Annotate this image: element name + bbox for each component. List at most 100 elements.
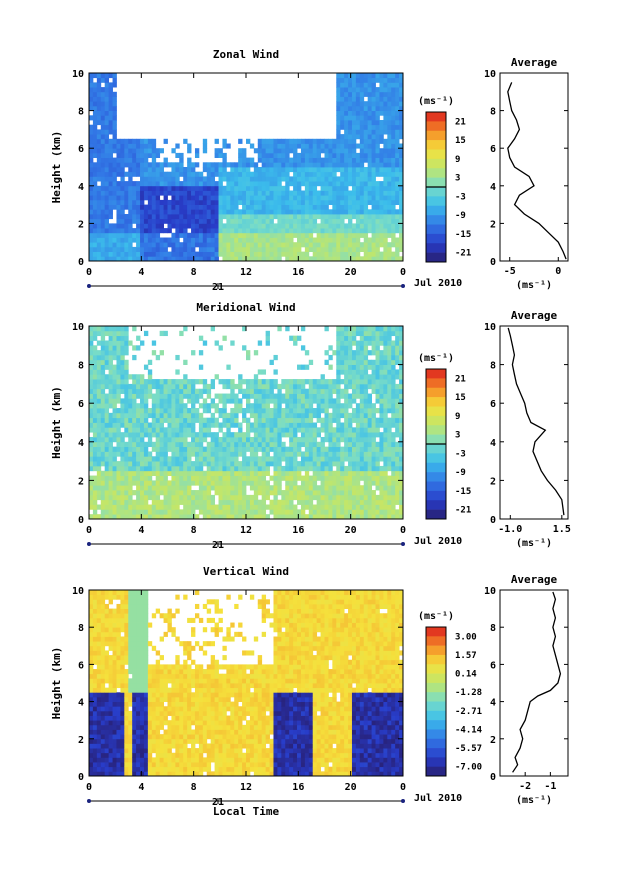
heatmap-cell [89, 451, 94, 457]
heatmap-cell [367, 91, 373, 97]
heatmap-cell [289, 335, 294, 341]
heatmap-cell [198, 456, 204, 462]
heatmap-cell [89, 82, 94, 88]
heatmap-cell [304, 465, 310, 472]
heatmap-cell [230, 465, 235, 472]
heatmap-cell [92, 190, 98, 196]
heatmap-cell [183, 475, 188, 481]
heatmap-cell [289, 176, 294, 182]
heatmap-cell [363, 167, 369, 173]
heatmap-cell [100, 499, 106, 505]
heatmap-cell [206, 232, 212, 238]
heatmap-cell [183, 485, 188, 491]
heatmap-cell [242, 470, 247, 476]
heatmap-cell [253, 446, 259, 452]
heatmap-cell [344, 326, 349, 332]
heatmap-cell [355, 77, 361, 83]
heatmap-cell [367, 105, 373, 111]
heatmap-cell [191, 490, 196, 496]
heatmap-cell [163, 465, 168, 472]
heatmap-cell [132, 470, 137, 476]
heatmap-cell [340, 446, 345, 452]
heatmap-cell [391, 490, 396, 496]
heatmap-cell [371, 340, 376, 346]
heatmap-cell [151, 514, 157, 520]
heatmap-cell [363, 143, 369, 149]
heatmap-cell [191, 350, 196, 356]
colorbar-swatch [426, 490, 446, 501]
heatmap-cell [359, 364, 365, 370]
heatmap-cell [277, 480, 282, 486]
heatmap-cell [183, 232, 188, 238]
heatmap-cell [257, 157, 263, 163]
heatmap-cell [143, 209, 149, 215]
heatmap-cell [308, 162, 314, 168]
avg-y-tick-label: 2 [490, 219, 496, 230]
heatmap-cell [89, 622, 94, 628]
heatmap-cell [261, 218, 267, 224]
heatmap-cell [363, 242, 369, 248]
heatmap-cell [281, 242, 286, 248]
heatmap-cell [120, 408, 125, 414]
heatmap-cell [159, 422, 164, 428]
heatmap-cell [375, 388, 380, 394]
heatmap-cell [132, 374, 137, 380]
heatmap-cell [163, 195, 168, 201]
heatmap-cell [351, 330, 357, 337]
heatmap-cell [100, 403, 106, 409]
heatmap-cell [399, 417, 404, 423]
heatmap-cell [293, 340, 298, 346]
x-tick-label: 4 [138, 525, 144, 536]
heatmap-cell [336, 432, 341, 438]
heatmap-cell [328, 345, 333, 351]
heatmap-cell [187, 237, 192, 243]
heatmap-cell [230, 499, 235, 505]
heatmap-cell [128, 451, 133, 457]
heatmap-cell [328, 490, 333, 496]
heatmap-cell [297, 408, 302, 414]
heatmap-cell [261, 514, 267, 520]
heatmap-cell [383, 412, 388, 419]
heatmap-cell [140, 143, 145, 149]
heatmap-cell [89, 73, 94, 79]
heatmap-cell [312, 393, 318, 399]
heatmap-cell [222, 242, 227, 248]
heatmap-cell [383, 181, 388, 187]
heatmap-cell [218, 465, 223, 472]
heatmap-cell [89, 687, 94, 693]
heatmap-cell [371, 82, 376, 88]
heatmap-cell [355, 359, 361, 365]
heatmap-cell [96, 134, 102, 140]
heatmap-cell [112, 456, 117, 462]
heatmap-cell [285, 422, 290, 428]
heatmap-cell [226, 190, 231, 196]
heatmap-cell [143, 246, 149, 252]
heatmap-cell [308, 242, 314, 248]
heatmap-cell [140, 432, 145, 438]
heatmap-cell [89, 383, 94, 390]
heatmap-cell [359, 120, 365, 126]
heatmap-cell [147, 480, 153, 486]
heatmap-cell [187, 465, 192, 472]
heatmap-cell [112, 176, 117, 182]
heatmap-cell [375, 87, 380, 93]
heatmap-cell [198, 470, 204, 476]
heatmap-cell [183, 214, 188, 220]
heatmap-cell [277, 417, 282, 423]
heatmap-cell [340, 251, 345, 257]
heatmap-cell [336, 427, 341, 433]
heatmap-cell [359, 148, 365, 154]
heatmap-cell [202, 499, 208, 505]
heatmap-cell [175, 256, 180, 262]
heatmap-cell [187, 451, 192, 457]
heatmap-cell [348, 214, 353, 220]
heatmap-cell [363, 470, 369, 476]
heatmap-cell [120, 412, 125, 419]
heatmap-cell [399, 354, 404, 361]
heatmap-cell [297, 195, 302, 201]
heatmap-cell [387, 417, 392, 423]
heatmap-cell [340, 499, 345, 505]
heatmap-cell [92, 124, 98, 130]
heatmap-cell [147, 143, 153, 149]
heatmap-cell [246, 514, 251, 520]
